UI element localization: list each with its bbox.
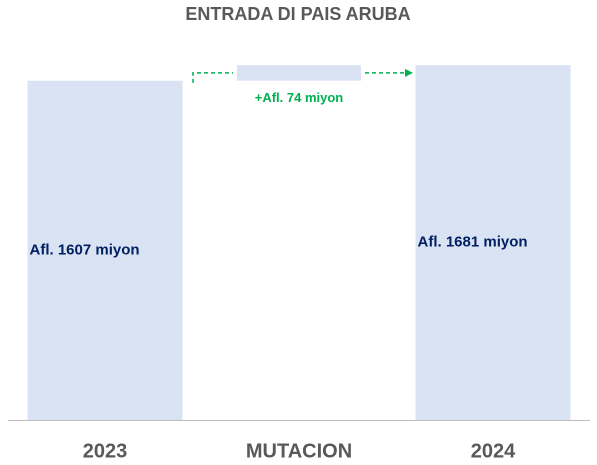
x-tick-label: 2024 bbox=[471, 440, 516, 462]
total-bar bbox=[27, 80, 183, 420]
value-label: +Afl. 74 miyon bbox=[255, 90, 344, 105]
chart-title: ENTRADA DI PAIS ARUBA bbox=[185, 4, 410, 24]
x-tick-label: MUTACION bbox=[246, 440, 352, 462]
value-label: Afl. 1607 miyon bbox=[30, 241, 140, 258]
change-bar bbox=[237, 65, 361, 81]
x-tick-label: 2023 bbox=[83, 440, 128, 462]
value-label: Afl. 1681 miyon bbox=[418, 234, 528, 251]
arrow-head bbox=[405, 68, 413, 77]
total-bar bbox=[415, 65, 571, 420]
arrow-left bbox=[192, 72, 233, 83]
